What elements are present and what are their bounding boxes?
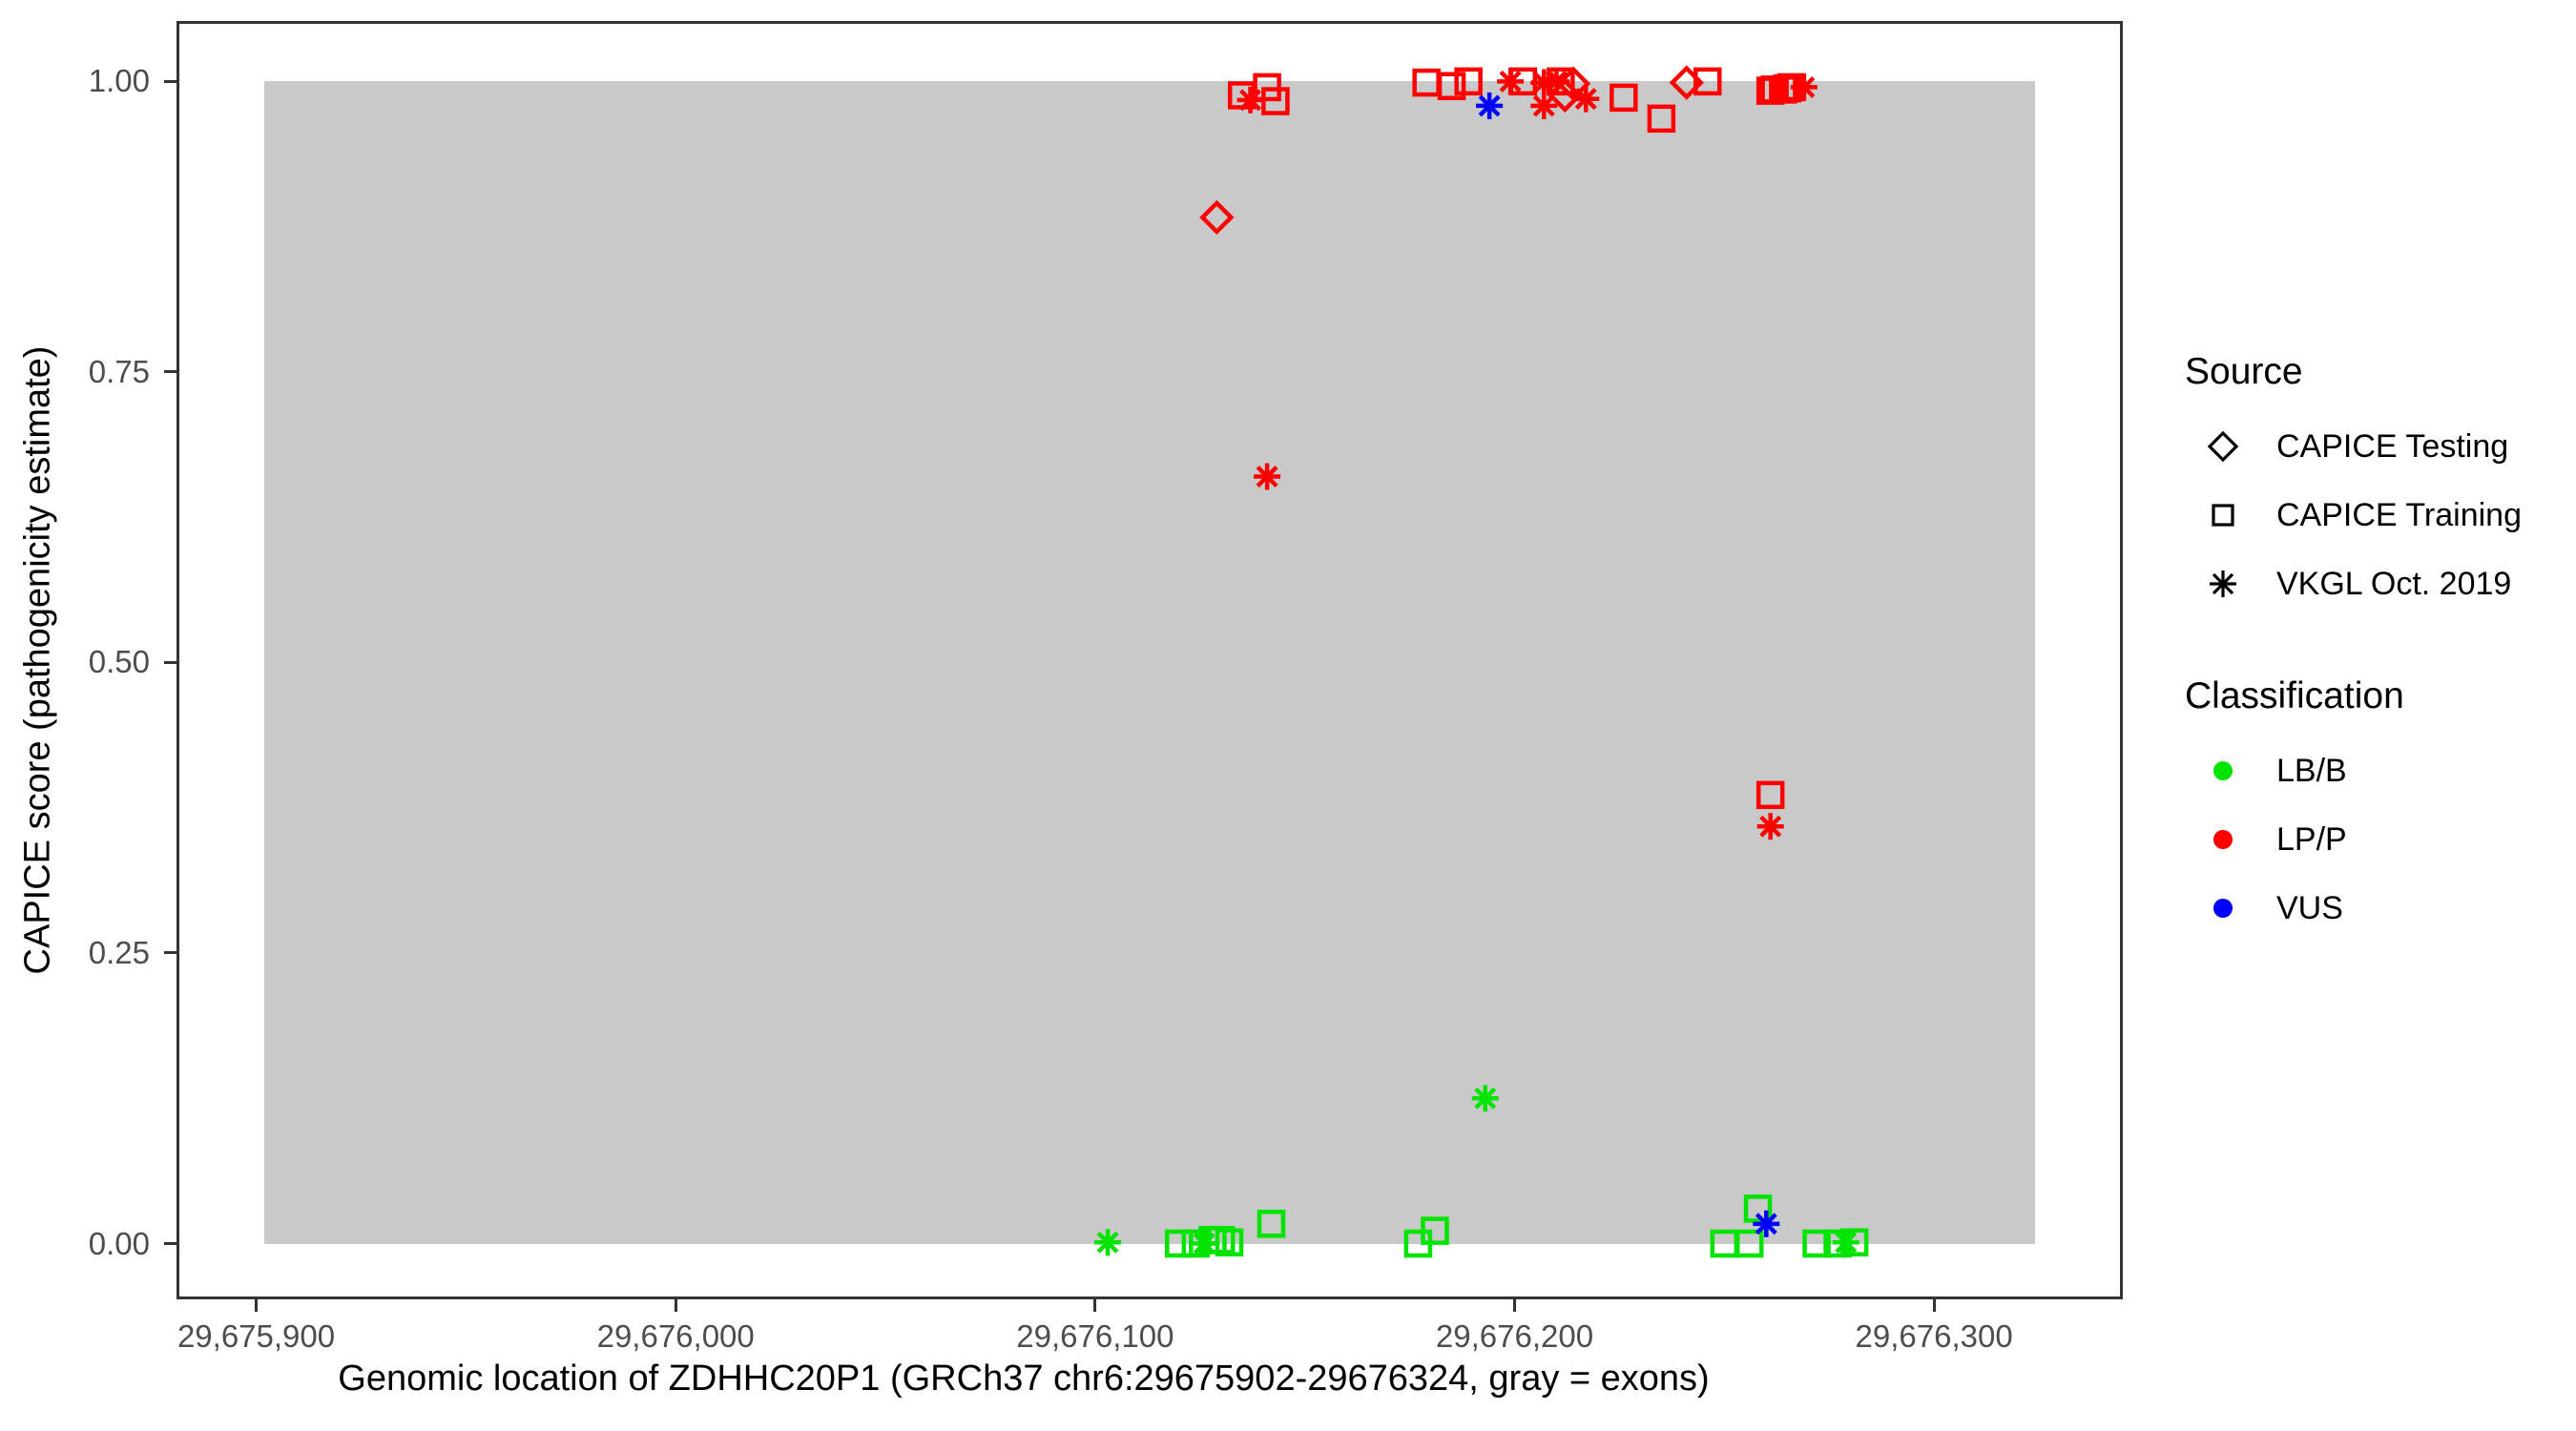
red-circle-icon [2185,820,2261,859]
exon-region-rect [264,81,2035,1244]
blue-circle-icon [2185,889,2261,927]
x-tick-mark [255,1299,259,1312]
legend-classification-title: Classification [2185,675,2404,716]
legend: Source CAPICE Testing CAPICE Training [2185,351,2566,943]
y-tick-mark [164,1242,177,1246]
x-tick-label: 29,676,000 [596,1318,755,1354]
y-tick-label: 1.00 [88,63,150,99]
y-tick-label: 0.25 [88,934,150,970]
x-tick-mark [674,1299,677,1312]
legend-item-label: CAPICE Testing [2276,427,2509,465]
y-axis-title: CAPICE score (pathogenicity estimate) [17,345,58,975]
x-tick-label: 29,675,900 [177,1318,336,1354]
y-tick-label: 0.00 [88,1225,150,1261]
x-tick-label: 29,676,200 [1435,1318,1594,1354]
green-circle-icon [2185,752,2261,790]
legend-item-lpp: LP/P [2185,805,2566,874]
square-icon [2185,496,2261,534]
x-tick-label: 29,676,300 [1855,1318,2013,1354]
diamond-icon [2185,427,2261,466]
legend-item-label: LB/B [2276,752,2347,789]
legend-spacer [2185,618,2566,675]
x-tick-mark [1513,1299,1516,1312]
y-tick-mark [164,660,177,664]
y-tick-label: 0.50 [88,644,150,680]
x-tick-mark [1093,1299,1097,1312]
plot-panel-border [177,21,2123,1299]
x-tick-mark [1932,1299,1936,1312]
legend-item-vus: VUS [2185,874,2566,943]
legend-item-label: VKGL Oct. 2019 [2276,565,2512,602]
y-tick-mark [164,79,177,83]
legend-classification-items: LB/B LP/P VUS [2185,736,2566,943]
asterisk-icon [2185,565,2261,603]
y-tick-label: 0.75 [88,353,150,389]
legend-item-capice-testing: CAPICE Testing [2185,412,2566,481]
y-tick-mark [164,370,177,374]
legend-item-label: CAPICE Training [2276,496,2522,533]
legend-source-title: Source [2185,351,2303,392]
legend-item-label: LP/P [2276,820,2347,858]
legend-item-label: VUS [2276,889,2343,926]
legend-item-lbb: LB/B [2185,736,2566,805]
legend-item-capice-training: CAPICE Training [2185,481,2566,550]
y-tick-mark [164,951,177,955]
legend-source-items: CAPICE Testing CAPICE Training [2185,412,2566,618]
x-axis-title: Genomic location of ZDHHC20P1 (GRCh37 ch… [338,1358,1710,1399]
x-tick-label: 29,676,100 [1016,1318,1174,1354]
legend-item-vkgl: VKGL Oct. 2019 [2185,550,2566,618]
